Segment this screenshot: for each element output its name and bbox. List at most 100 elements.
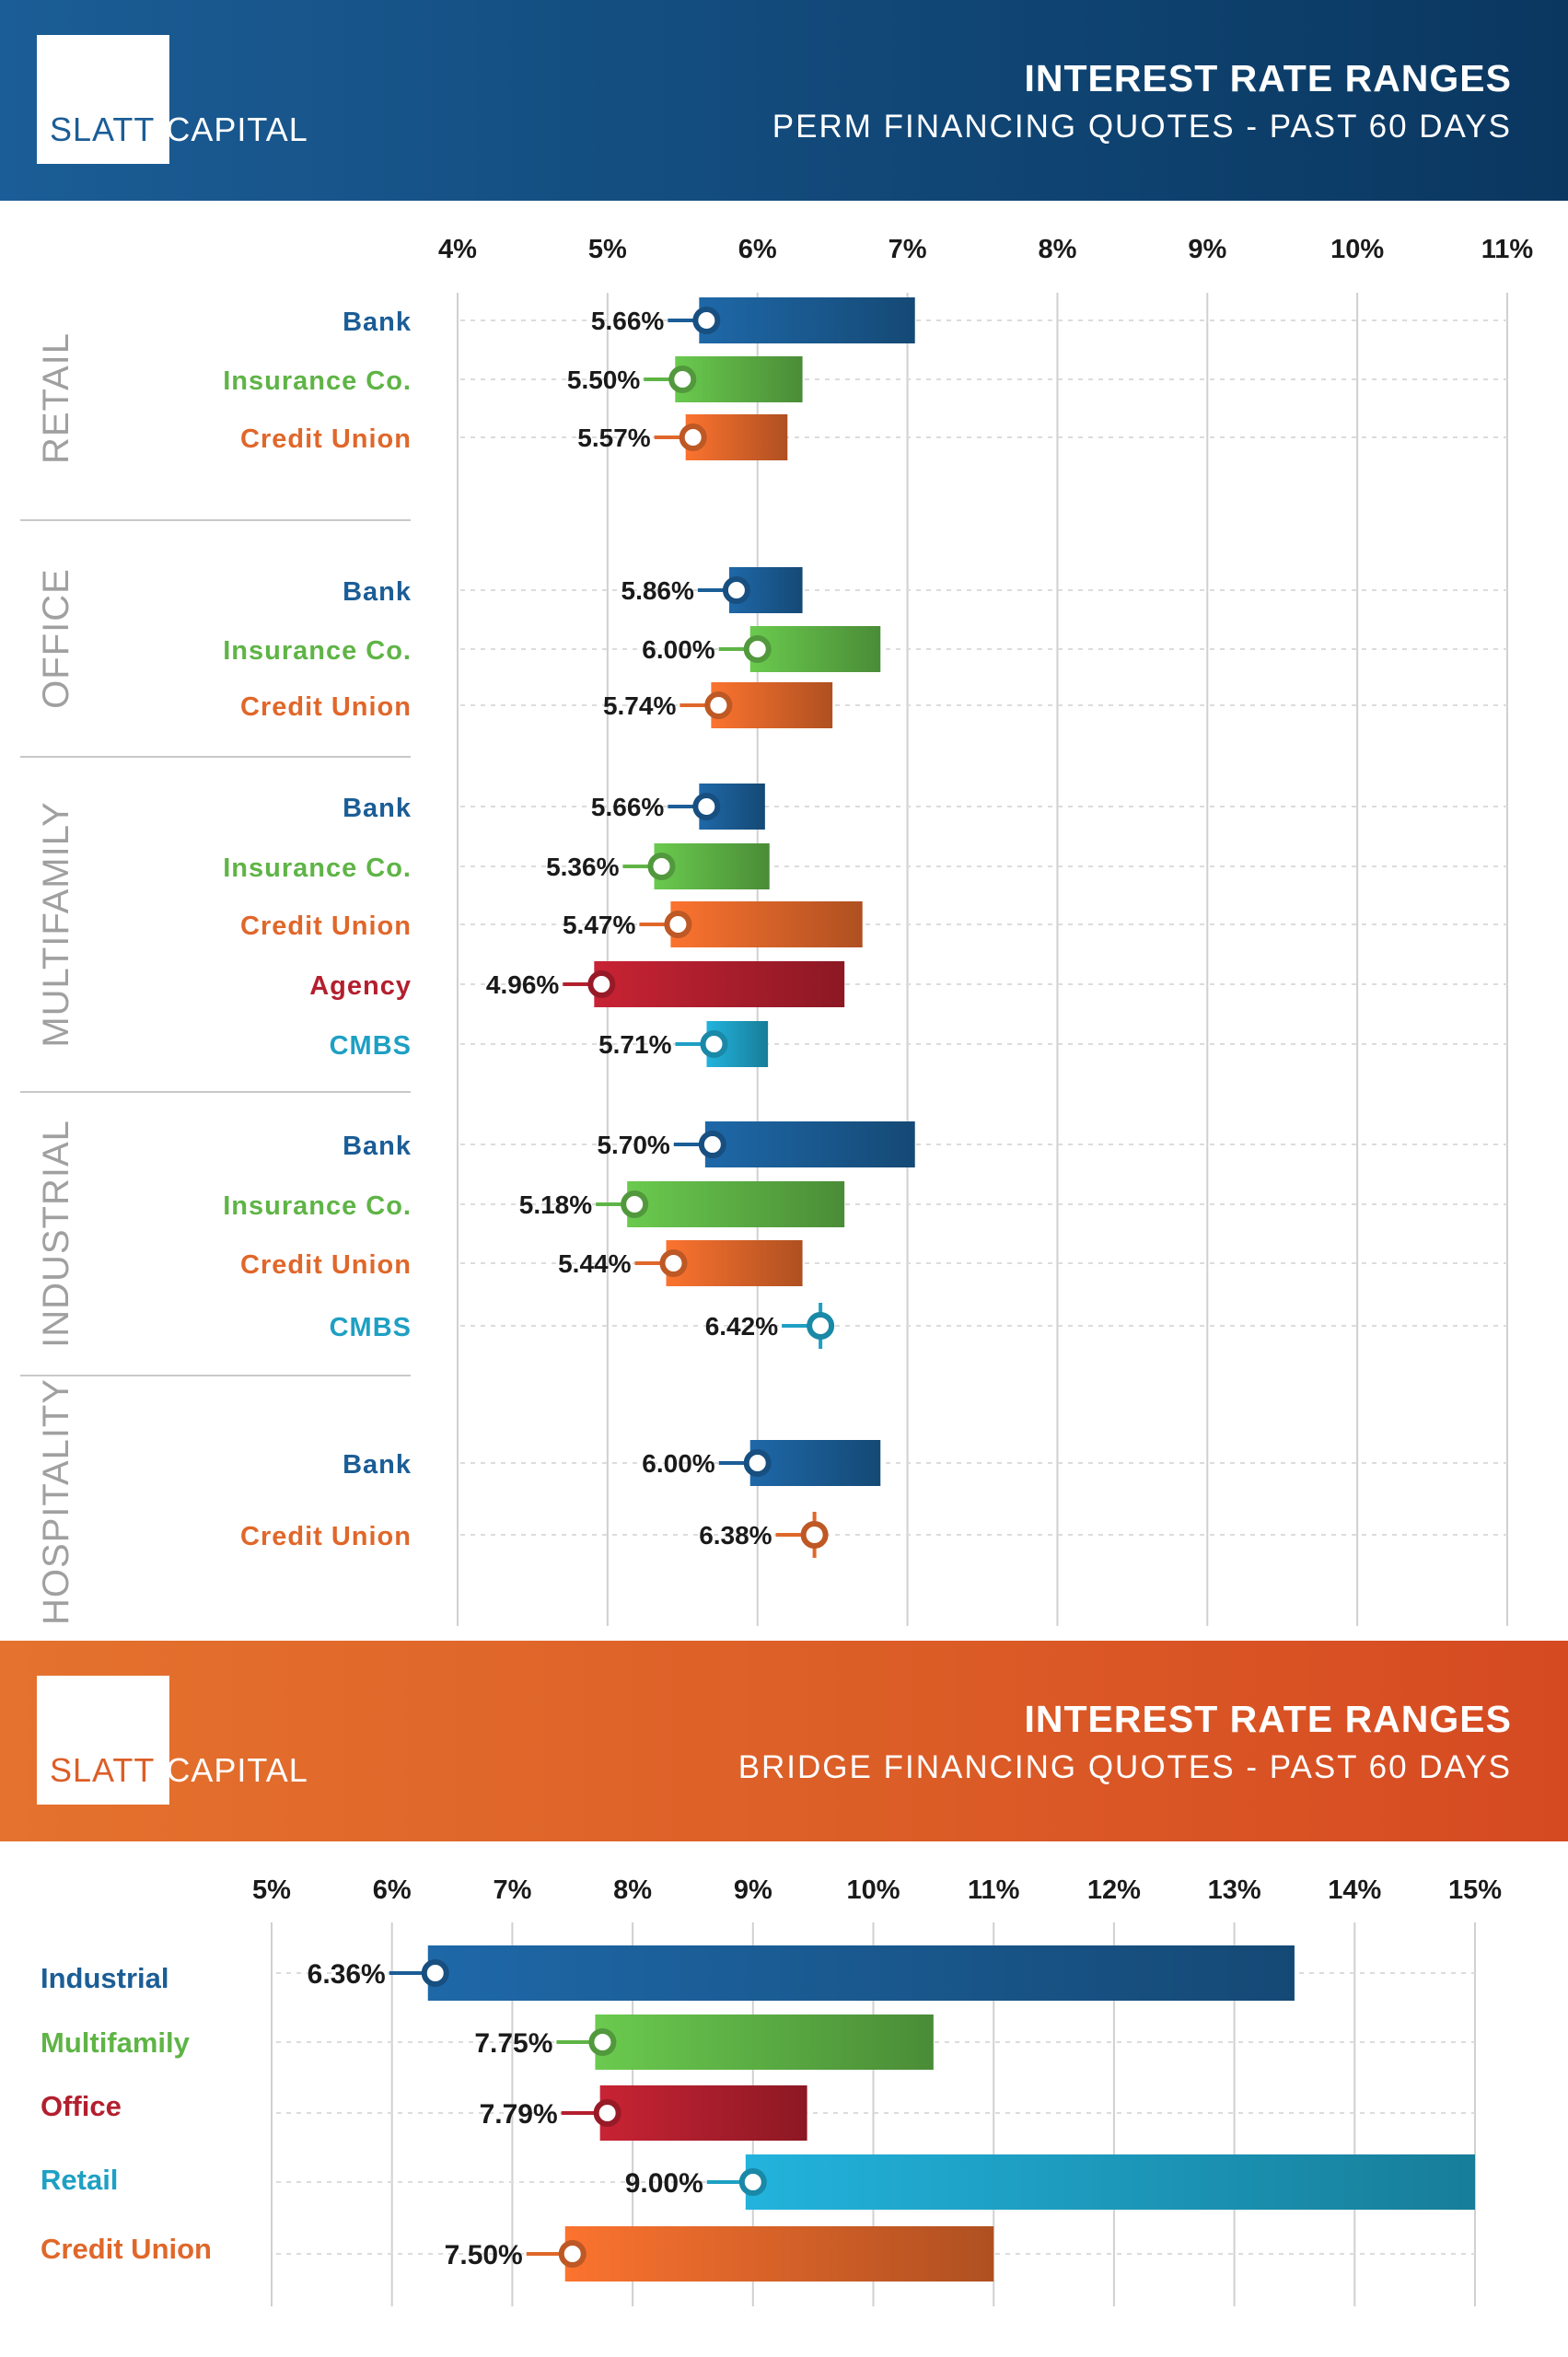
lender-label-insurance-co: Insurance Co. <box>223 366 412 396</box>
low-rate-label: 5.86% <box>621 576 694 605</box>
range-bar-hospitality-bank <box>749 1440 881 1486</box>
low-rate-marker <box>621 1190 649 1218</box>
low-rate-label: 6.00% <box>642 1449 714 1478</box>
low-rate-label: 5.70% <box>597 1131 669 1159</box>
lender-label-credit-union: Credit Union <box>240 1250 412 1280</box>
low-rate-marker <box>593 2099 621 2127</box>
lender-label-credit-union: Credit Union <box>240 692 412 722</box>
low-rate-marker <box>558 2240 587 2268</box>
x-tick-label: 7% <box>493 1875 531 1905</box>
x-tick-label: 10% <box>846 1875 900 1905</box>
lender-label-credit-union: Credit Union <box>240 911 412 941</box>
range-bar-retail-insurance-co <box>675 356 803 402</box>
low-rate-label: 6.00% <box>642 635 714 664</box>
low-rate-marker <box>743 1449 772 1477</box>
x-tick-label: 15% <box>1448 1875 1502 1905</box>
perm-chart: 4% 5% 6% 7% 8% 9% 10% 11% RETAIL Bank 5.66% Insuran… <box>20 235 1534 1626</box>
x-tick-label: 13% <box>1208 1875 1261 1905</box>
lender-label-bank: Bank <box>343 1450 412 1480</box>
logo-slatt: SLATT <box>50 110 156 148</box>
low-rate-label: 5.50% <box>567 366 640 394</box>
low-rate-label: 4.96% <box>486 970 559 999</box>
lender-label-bank: Bank <box>343 1132 412 1161</box>
lender-label-insurance-co: Insurance Co. <box>223 853 412 883</box>
category-label-retail: Retail <box>41 2164 118 2196</box>
low-rate-label: 9.00% <box>625 2168 703 2199</box>
range-bar-office-insurance-co <box>749 626 881 672</box>
logo-text: SLATT CAPITAL <box>50 110 308 149</box>
x-tick-label: 5% <box>588 235 627 264</box>
group-label-multifamily: MULTIFAMILY <box>36 801 76 1047</box>
lender-label-credit-union: Credit Union <box>240 1522 412 1551</box>
lender-label-agency: Agency <box>309 971 412 1001</box>
x-tick-label: 9% <box>1188 235 1226 264</box>
range-bar-industrial <box>427 1945 1295 2001</box>
x-tick-label: 6% <box>738 235 777 264</box>
low-rate-marker <box>664 911 692 938</box>
lender-label-cmbs: CMBS <box>330 1313 412 1342</box>
low-rate-marker <box>679 424 707 451</box>
low-rate-label: 5.44% <box>558 1249 631 1278</box>
category-label-multifamily: Multifamily <box>41 2026 191 2059</box>
low-rate-marker <box>692 307 721 334</box>
range-bar-multifamily-credit-union <box>670 901 863 947</box>
low-rate-marker <box>722 576 750 604</box>
low-rate-marker <box>659 1249 688 1277</box>
lender-label-insurance-co: Insurance Co. <box>223 636 412 666</box>
range-bar-industrial-bank <box>704 1121 915 1167</box>
low-rate-marker <box>800 1521 829 1549</box>
low-rate-label: 5.36% <box>546 853 619 881</box>
low-rate-label: 5.74% <box>603 691 676 720</box>
bridge-header-banner: SLATT CAPITAL INTEREST RATE RANGES BRIDGE… <box>0 1641 1568 1841</box>
low-rate-marker <box>700 1030 728 1058</box>
lender-label-cmbs: CMBS <box>330 1031 412 1061</box>
low-rate-label: 5.66% <box>591 307 664 335</box>
logo-slatt: SLATT <box>50 1751 156 1789</box>
logo-text: SLATT CAPITAL <box>50 1751 308 1790</box>
x-tick-label: 11% <box>1481 235 1534 264</box>
low-rate-marker <box>807 1312 835 1340</box>
low-rate-marker <box>587 970 616 998</box>
x-tick-label: 10% <box>1330 235 1384 264</box>
x-tick-label: 8% <box>613 1875 652 1905</box>
low-rate-label: 6.42% <box>705 1312 778 1341</box>
logo-capital: CAPITAL <box>166 110 308 148</box>
range-bar-industrial-credit-union <box>666 1240 803 1286</box>
x-tick-label: 5% <box>252 1875 291 1905</box>
low-rate-label: 5.57% <box>577 424 650 452</box>
range-bar-multifamily-agency <box>594 961 845 1007</box>
low-rate-label: 7.75% <box>474 2028 552 2059</box>
category-label-office: Office <box>41 2090 122 2122</box>
lender-label-bank: Bank <box>343 308 412 337</box>
range-bar-credit-union <box>564 2226 994 2282</box>
low-rate-marker <box>421 1959 449 1987</box>
low-rate-label: 5.71% <box>598 1030 671 1059</box>
x-tick-label: 14% <box>1328 1875 1381 1905</box>
slatt-capital-logo-box <box>37 1676 169 1805</box>
group-label-office: OFFICE <box>36 568 76 709</box>
bridge-subtitle: BRIDGE FINANCING QUOTES - PAST 60 DAYS <box>738 1749 1512 1785</box>
lender-label-bank: Bank <box>343 577 412 607</box>
group-label-retail: RETAIL <box>36 332 76 464</box>
range-bar-retail-bank <box>699 297 915 343</box>
group-label-hospitality: HOSPITALITY <box>36 1378 76 1625</box>
category-label-credit-union: Credit Union <box>41 2233 212 2265</box>
low-rate-marker <box>647 853 676 880</box>
range-bar-multifamily <box>595 2014 934 2070</box>
x-tick-label: 11% <box>968 1875 1020 1905</box>
lender-label-bank: Bank <box>343 794 412 823</box>
category-label-industrial: Industrial <box>41 1962 169 1994</box>
lender-label-insurance-co: Insurance Co. <box>223 1191 412 1221</box>
group-label-industrial: INDUSTRIAL <box>36 1120 76 1348</box>
low-rate-label: 5.47% <box>563 911 635 939</box>
x-tick-label: 4% <box>438 235 477 264</box>
low-rate-label: 7.50% <box>445 2240 523 2270</box>
perm-header-banner: SLATT CAPITAL INTEREST RATE RANGES PERM F… <box>0 0 1568 201</box>
range-bar-retail <box>745 2154 1475 2210</box>
low-rate-marker <box>698 1131 726 1158</box>
low-rate-label: 5.18% <box>519 1190 592 1219</box>
x-tick-label: 7% <box>889 235 927 264</box>
low-rate-marker <box>692 793 721 820</box>
low-rate-label: 5.66% <box>591 793 664 821</box>
low-rate-marker <box>588 2028 617 2056</box>
